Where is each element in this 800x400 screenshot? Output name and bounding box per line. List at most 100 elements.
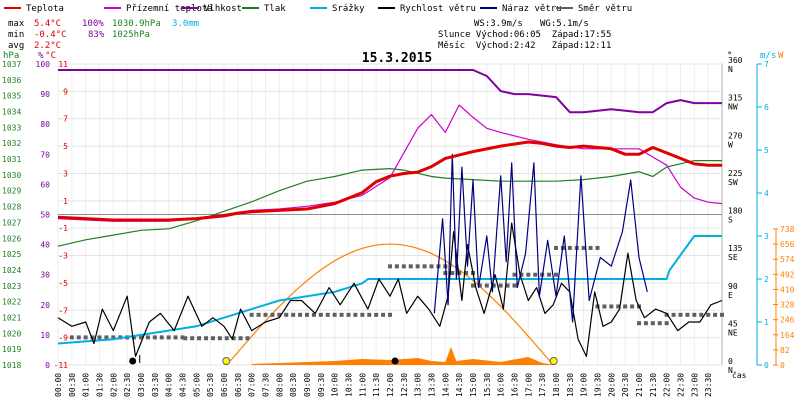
wind-direction-point — [332, 312, 337, 317]
wind-direction-point — [602, 304, 607, 309]
tick-label-hpa: 1023 — [2, 282, 21, 291]
stats-min-press: 1025hPa — [112, 30, 150, 40]
wind-direction-point — [97, 335, 102, 340]
stats-moon: Měsíc Východ:2:42 Západ:12:11 — [438, 41, 611, 51]
legend-label: Srážky — [332, 4, 365, 14]
wind-direction-point — [664, 312, 669, 317]
tick-label-temp: 11 — [58, 60, 68, 69]
wind-direction-point — [643, 321, 648, 326]
stats-avg-temp: 2.2°C — [34, 41, 61, 51]
wind-direction-point — [505, 283, 510, 288]
tick-label-ms: 3 — [764, 232, 769, 241]
tick-label-w: 164 — [780, 331, 795, 340]
tick-label-time: 07:30 — [262, 373, 271, 397]
wind-direction-point — [616, 304, 621, 309]
legend-label: Tlak — [264, 4, 286, 14]
tick-label-deg: 135 — [728, 244, 743, 253]
tick-label-time: 19:00 — [580, 373, 589, 397]
tick-label-compass: W — [728, 140, 733, 149]
tick-label-time: 20:30 — [621, 373, 630, 397]
wind-direction-point — [678, 312, 683, 317]
tick-label-pct: 50 — [40, 211, 50, 220]
wind-direction-point — [197, 336, 202, 341]
legend-label: Teplota — [26, 4, 64, 14]
wind-direction-point — [491, 283, 496, 288]
solar-radiation-area — [251, 347, 556, 365]
wind-direction-point — [318, 312, 323, 317]
tick-label-hpa: 1018 — [2, 361, 21, 370]
solar-radiation-line — [226, 243, 554, 366]
tick-label-deg: 270 — [728, 131, 743, 140]
tick-label-ms: 5 — [764, 146, 769, 155]
tick-label-hpa: 1020 — [2, 329, 21, 338]
tick-label-time: 10:00 — [331, 373, 340, 397]
stats-max-hum: 100% — [82, 19, 104, 29]
wind-direction-point — [311, 312, 316, 317]
tick-label-ms: 0 — [764, 361, 769, 370]
wind-direction-point — [699, 312, 704, 317]
wind-direction-point — [180, 335, 185, 340]
wind-direction-point — [685, 312, 690, 317]
wind-direction-point — [173, 335, 178, 340]
stats-panel: max 5.4°C 100% 1030.9hPa 3.0mm min -0.4°… — [8, 19, 611, 51]
tick-label-hpa: 1032 — [2, 139, 21, 148]
tick-label-time: 22:00 — [663, 373, 672, 397]
tick-label-w: 410 — [780, 285, 795, 294]
wind-direction-point — [90, 335, 95, 340]
tick-label-temp: 7 — [63, 115, 68, 124]
wind-direction-point — [706, 312, 711, 317]
wind-direction-point — [650, 321, 655, 326]
tick-label-hpa: 1030 — [2, 171, 21, 180]
axes: hPa% °C1018101910201021102210231024102510… — [2, 51, 795, 397]
rain-line — [57, 235, 722, 345]
tick-label-time: 15:00 — [469, 373, 478, 397]
wind-direction-point — [145, 335, 150, 340]
tick-label-w: 492 — [780, 270, 795, 279]
tick-label-hpa: 1034 — [2, 108, 21, 117]
tick-label-time: 13:30 — [428, 373, 437, 397]
wind-direction-point — [353, 312, 358, 317]
tick-label-time: 02:00 — [109, 373, 118, 397]
tick-label-temp: 9 — [63, 87, 68, 96]
wind-direction-point — [238, 336, 243, 341]
tick-label-time: 12:30 — [400, 373, 409, 397]
axis-title-w: W — [778, 51, 784, 61]
tick-label-compass: NW — [728, 103, 738, 112]
tick-label-pct: 90 — [40, 90, 50, 99]
tick-label-time: 11:00 — [358, 373, 367, 397]
tick-label-time: 14:30 — [455, 373, 464, 397]
wind-direction-point — [346, 312, 351, 317]
wind-direction-point — [464, 271, 469, 276]
tick-label-pct: 40 — [40, 241, 50, 250]
wind-direction-point — [132, 335, 137, 340]
axis-title-deg: ° — [727, 51, 732, 61]
tick-label-deg: 225 — [728, 169, 743, 178]
tick-label-hpa: 1033 — [2, 123, 21, 132]
wind-direction-point — [429, 264, 434, 269]
legend-label: Směr větru — [578, 4, 632, 14]
tick-label-time: 21:00 — [635, 373, 644, 397]
tick-label-time: 23:30 — [704, 373, 713, 397]
wind-direction-point — [360, 312, 365, 317]
tick-label-temp: -3 — [58, 252, 68, 261]
tick-label-w: 0 — [780, 361, 785, 370]
wind-direction-point — [519, 272, 524, 277]
tick-label-compass: E — [728, 291, 733, 300]
tick-label-time: 22:30 — [677, 373, 686, 397]
tick-label-temp: -5 — [58, 279, 68, 288]
tick-label-time: 20:00 — [607, 373, 616, 397]
axis-title-hpa: hPa — [3, 51, 19, 61]
tick-label-time: 10:30 — [345, 373, 354, 397]
wind-direction-point — [450, 271, 455, 276]
stats-max-rain: 3.0mm — [172, 19, 199, 29]
tick-label-time: 17:00 — [524, 373, 533, 397]
wind-direction-point — [415, 264, 420, 269]
tick-label-time: 23:00 — [690, 373, 699, 397]
wind-direction-point — [159, 335, 164, 340]
tick-label-w: 82 — [780, 346, 790, 355]
wind-direction-point — [284, 312, 289, 317]
tick-label-time: 01:00 — [82, 373, 91, 397]
wind-direction-point — [305, 312, 309, 317]
wind-direction-point — [588, 245, 593, 250]
tick-label-pct: 20 — [40, 301, 50, 310]
